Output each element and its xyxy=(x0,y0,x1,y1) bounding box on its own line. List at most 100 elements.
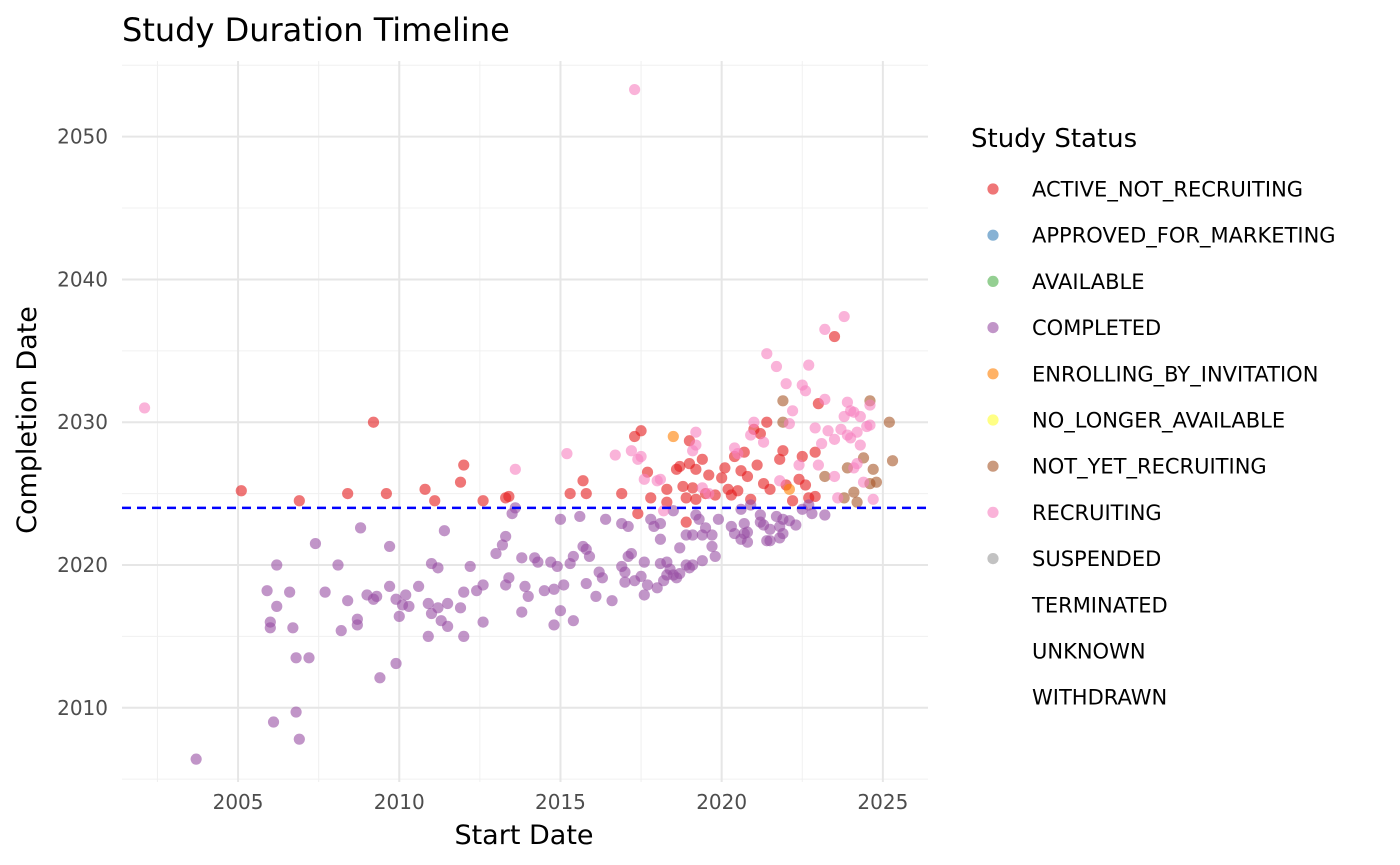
data-point xyxy=(864,419,876,431)
data-point xyxy=(799,385,812,397)
data-point xyxy=(809,446,821,458)
data-point xyxy=(687,559,699,571)
data-point xyxy=(400,589,412,601)
data-point xyxy=(567,550,579,563)
data-point xyxy=(454,602,467,614)
data-point xyxy=(741,470,754,483)
legend-item: AVAILABLE xyxy=(987,270,1145,294)
data-point xyxy=(477,495,489,507)
data-point xyxy=(741,536,754,548)
data-point xyxy=(816,438,828,450)
legend-key xyxy=(987,322,999,334)
legend-key xyxy=(987,553,999,565)
data-point xyxy=(622,520,634,533)
data-point xyxy=(367,416,380,428)
data-point xyxy=(580,488,592,500)
data-point xyxy=(764,535,776,547)
data-point xyxy=(490,547,502,560)
data-point xyxy=(690,439,702,451)
data-point xyxy=(458,459,470,471)
data-point xyxy=(699,522,712,534)
data-point xyxy=(429,495,441,507)
data-point xyxy=(519,580,531,593)
data-point xyxy=(442,597,454,610)
data-point xyxy=(235,485,247,497)
data-point xyxy=(748,416,760,428)
data-point xyxy=(532,556,544,568)
data-point xyxy=(738,517,750,530)
legend-item: ENROLLING_BY_INVITATION xyxy=(987,362,1318,387)
data-point xyxy=(496,539,509,551)
legend-label: NOT_YET_RECRUITING xyxy=(1032,455,1267,480)
data-point xyxy=(654,473,667,485)
data-point xyxy=(632,507,644,520)
data-point xyxy=(803,359,815,371)
data-point xyxy=(751,459,763,471)
data-point xyxy=(790,519,802,531)
data-point xyxy=(438,525,450,537)
data-point xyxy=(422,597,434,610)
x-tick-label: 2020 xyxy=(696,790,747,814)
data-point xyxy=(774,453,786,465)
data-point xyxy=(828,330,841,343)
data-point xyxy=(629,83,641,96)
data-point xyxy=(754,428,766,440)
data-point xyxy=(538,585,550,597)
legend-item: COMPLETED xyxy=(987,316,1161,340)
data-point xyxy=(393,610,405,622)
data-point xyxy=(661,483,673,495)
data-point xyxy=(786,405,799,417)
y-axis-title: Completion Date xyxy=(12,306,43,534)
legend-key xyxy=(987,368,999,380)
data-point xyxy=(625,445,637,457)
data-point xyxy=(351,613,363,625)
data-point xyxy=(303,652,315,664)
data-point xyxy=(690,493,702,505)
data-point xyxy=(371,590,383,602)
legend-item: RECRUITING xyxy=(987,501,1162,525)
legend-key xyxy=(987,275,999,287)
data-point xyxy=(719,462,731,474)
legend-items: ACTIVE_NOT_RECRUITING APPROVED_FOR_MARKET… xyxy=(987,178,1336,710)
data-point xyxy=(754,509,766,521)
data-point xyxy=(696,453,708,465)
data-point xyxy=(703,488,715,500)
data-point xyxy=(190,753,202,765)
data-point xyxy=(309,537,322,550)
data-point xyxy=(674,567,686,580)
data-point xyxy=(638,589,650,601)
data-point xyxy=(287,622,299,634)
data-point xyxy=(761,416,773,428)
x-tick-label: 2010 xyxy=(374,790,425,814)
data-point xyxy=(580,577,592,590)
data-point xyxy=(458,630,470,642)
y-tick-label: 2020 xyxy=(57,553,108,577)
data-point xyxy=(464,560,476,573)
data-point xyxy=(741,526,754,538)
legend-label: TERMINATED xyxy=(1031,593,1168,617)
data-point xyxy=(848,486,860,498)
data-point xyxy=(806,507,818,520)
data-point xyxy=(838,310,850,323)
data-point xyxy=(819,323,831,336)
data-point xyxy=(548,583,560,595)
data-points xyxy=(138,83,899,765)
data-point xyxy=(454,476,467,488)
data-point xyxy=(867,493,879,505)
series-recruiting xyxy=(138,83,879,517)
data-point xyxy=(819,509,831,521)
x-axis-title: Start Date xyxy=(454,820,593,851)
data-point xyxy=(419,483,431,495)
data-point xyxy=(645,492,657,504)
data-point xyxy=(757,436,770,448)
data-point xyxy=(777,395,789,407)
legend-label: AVAILABLE xyxy=(1032,270,1145,294)
data-point xyxy=(503,490,515,503)
data-point xyxy=(422,630,434,642)
data-point xyxy=(577,475,589,487)
data-point xyxy=(413,580,425,593)
data-point xyxy=(777,445,789,457)
y-tick-label: 2040 xyxy=(57,267,108,291)
data-point xyxy=(138,402,151,414)
legend-title: Study Status xyxy=(971,124,1137,154)
